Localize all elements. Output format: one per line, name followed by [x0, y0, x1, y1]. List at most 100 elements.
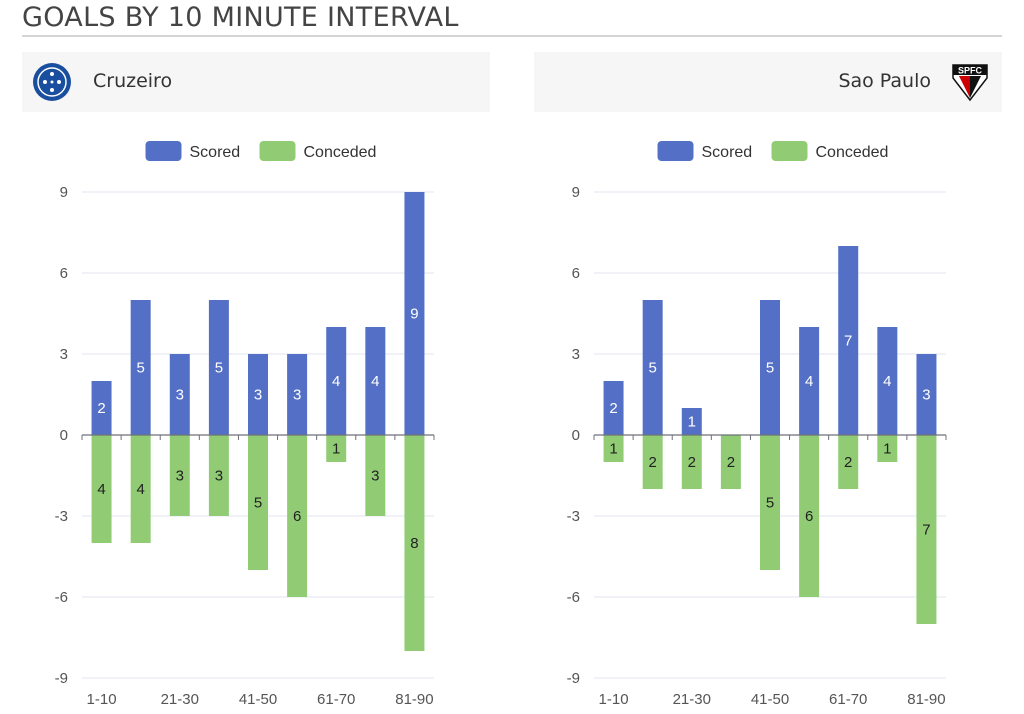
scored-value-label: 3	[922, 387, 930, 404]
x-tick-label: 61-70	[829, 691, 867, 708]
legend-scored-swatch	[657, 141, 694, 161]
conceded-value-label: 8	[410, 535, 418, 552]
scored-value-label: 4	[883, 373, 891, 390]
scored-value-label: 2	[97, 400, 105, 417]
title-divider	[22, 35, 1002, 37]
conceded-bar	[130, 435, 151, 543]
scored-bar	[799, 327, 820, 435]
y-tick-label: 3	[572, 346, 580, 363]
conceded-value-label: 2	[844, 454, 852, 471]
cruzeiro-crest-icon	[33, 63, 71, 101]
scored-bar	[365, 327, 386, 435]
scored-bar	[760, 300, 780, 435]
scored-bar	[642, 300, 663, 435]
conceded-value-label: 7	[922, 522, 930, 539]
conceded-value-label: 5	[766, 495, 774, 512]
x-tick-label: 41-50	[239, 691, 277, 708]
x-tick-label: 81-90	[907, 691, 945, 708]
page-title: GOALS BY 10 MINUTE INTERVAL	[22, 2, 459, 33]
scored-bar	[838, 246, 859, 435]
conceded-value-label: 2	[688, 454, 696, 471]
scored-value-label: 3	[254, 387, 262, 404]
x-tick-label: 1-10	[599, 691, 629, 708]
scored-bar	[916, 354, 937, 435]
scored-value-label: 7	[844, 333, 852, 350]
conceded-bar	[404, 435, 425, 651]
scored-value-label: 2	[609, 400, 617, 417]
scored-value-label: 4	[805, 373, 813, 390]
scored-bar	[326, 327, 347, 435]
conceded-bar	[916, 435, 937, 624]
scored-bar	[248, 354, 268, 435]
legend-conceded-label: Conceded	[304, 144, 377, 161]
y-tick-label: -6	[567, 589, 580, 606]
x-tick-label: 21-30	[673, 691, 711, 708]
scored-value-label: 5	[648, 360, 656, 377]
conceded-value-label: 1	[609, 441, 617, 458]
conceded-bar	[326, 435, 347, 462]
y-tick-label: -3	[55, 508, 68, 525]
home-goals-chart: 9 6 3 0 -3 -6 -9 2 5 3 5 3 3 4 4 9 4 4 3 3 5 6 1 3 8 1-10 21-30 41-…	[55, 141, 435, 708]
y-tick-label: 9	[572, 184, 580, 201]
conceded-bar	[877, 435, 898, 462]
conceded-bar	[208, 435, 229, 516]
legend-scored-swatch	[145, 141, 182, 161]
scored-bar	[404, 192, 425, 435]
sao-paulo-crest-text: SPFC	[958, 66, 983, 76]
team-header-away: Sao Paulo SPFC	[534, 52, 1002, 112]
conceded-bar	[760, 435, 780, 570]
conceded-bar	[681, 435, 702, 489]
conceded-bar	[169, 435, 190, 516]
conceded-bar	[287, 435, 308, 597]
scored-bar	[169, 354, 190, 435]
away-goals-chart: 9 6 3 0 -3 -6 -9 2 5 1 5 4 7 4 3 1 2 2 2 5 6 2 1 7 1-10 21-30 41-5…	[567, 141, 947, 708]
conceded-bar	[838, 435, 859, 489]
conceded-value-label: 6	[805, 508, 813, 525]
scored-bar	[681, 408, 702, 435]
conceded-bar	[91, 435, 112, 543]
conceded-value-label: 2	[727, 454, 735, 471]
scored-bar	[91, 381, 112, 435]
y-tick-label: 6	[60, 265, 68, 282]
legend-conceded-label: Conceded	[816, 144, 889, 161]
x-tick-label: 61-70	[317, 691, 355, 708]
y-tick-label: -6	[55, 589, 68, 606]
scored-bar	[603, 381, 624, 435]
legend-scored-label: Scored	[190, 144, 241, 161]
y-tick-label: -9	[55, 670, 68, 687]
legend-conceded-swatch	[259, 141, 296, 161]
x-tick-label: 81-90	[395, 691, 433, 708]
conceded-bar	[365, 435, 386, 516]
conceded-bar	[248, 435, 268, 570]
conceded-value-label: 1	[883, 441, 891, 458]
conceded-value-label: 5	[254, 495, 262, 512]
x-tick-label: 1-10	[87, 691, 117, 708]
y-tick-label: 3	[60, 346, 68, 363]
conceded-value-label: 1	[332, 441, 340, 458]
conceded-value-label: 4	[97, 481, 105, 498]
scored-bar	[877, 327, 898, 435]
scored-value-label: 9	[410, 306, 418, 323]
x-tick-label: 21-30	[161, 691, 199, 708]
scored-value-label: 5	[215, 360, 223, 377]
conceded-value-label: 3	[371, 468, 379, 485]
y-tick-label: 9	[60, 184, 68, 201]
conceded-value-label: 3	[215, 468, 223, 485]
y-tick-label: 0	[572, 427, 580, 444]
sao-paulo-crest-icon: SPFC	[952, 64, 988, 102]
scored-value-label: 4	[371, 373, 379, 390]
scored-bar	[130, 300, 151, 435]
conceded-bar	[642, 435, 663, 489]
scored-value-label: 5	[766, 360, 774, 377]
scored-bar	[208, 300, 229, 435]
team-name-home: Cruzeiro	[93, 70, 173, 92]
conceded-bar	[799, 435, 820, 597]
conceded-value-label: 2	[648, 454, 656, 471]
y-tick-label: -9	[567, 670, 580, 687]
scored-value-label: 3	[293, 387, 301, 404]
x-tick-label: 41-50	[751, 691, 789, 708]
y-tick-label: -3	[567, 508, 580, 525]
scored-bar	[287, 354, 308, 435]
conceded-bar	[720, 435, 741, 489]
conceded-value-label: 6	[293, 508, 301, 525]
